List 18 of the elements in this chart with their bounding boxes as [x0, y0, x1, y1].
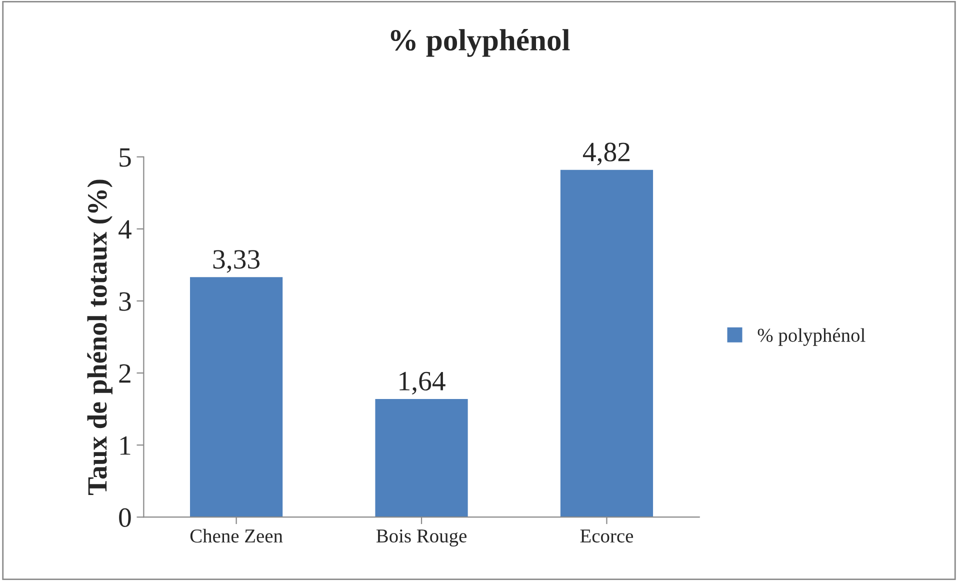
y-tick-label: 2	[119, 364, 130, 383]
y-tick-label: 3	[119, 292, 131, 311]
y-tick-label: 0	[119, 508, 131, 527]
data-label: 1,64	[400, 372, 446, 395]
x-tick-label: Ecorce	[580, 530, 634, 543]
bar	[375, 398, 468, 518]
bar	[190, 277, 283, 518]
data-label: 4,82	[582, 142, 630, 166]
data-label: 3,33	[213, 250, 260, 273]
y-tick-label: 4	[118, 220, 132, 239]
bar	[560, 170, 654, 518]
y-tick-label: 1	[120, 436, 130, 455]
x-tick-label: Bois Rouge	[376, 529, 466, 547]
chart-title: % polyphénol	[390, 29, 570, 57]
y-tick-label: 5	[120, 148, 131, 167]
x-tick-label: Chene Zeen	[190, 528, 283, 543]
legend-label: % polyphénol	[758, 328, 866, 346]
y-axis-title: Taux de phénol totaux (%)	[87, 180, 112, 496]
